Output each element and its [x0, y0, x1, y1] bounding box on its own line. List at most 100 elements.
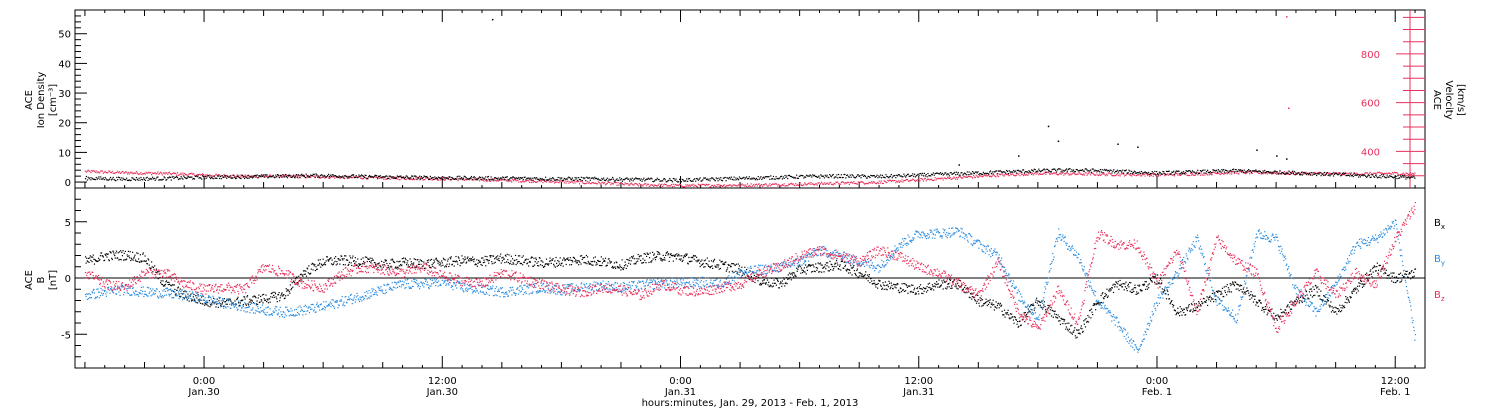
velocity-point — [661, 183, 663, 185]
density-point — [386, 175, 388, 177]
bx-point — [506, 253, 508, 255]
bx-point — [249, 298, 251, 300]
density-point — [568, 176, 570, 178]
velocity-point — [167, 173, 169, 175]
density-point — [646, 178, 649, 180]
velocity-point — [637, 184, 639, 186]
velocity-point — [581, 181, 583, 183]
bx-point — [633, 263, 635, 265]
bx-point — [1008, 314, 1010, 316]
velocity-point — [947, 176, 949, 178]
density-point — [774, 178, 776, 180]
velocity-point — [528, 181, 531, 184]
density-point — [176, 175, 178, 178]
density-point — [452, 177, 454, 179]
bx-point — [827, 262, 829, 264]
velocity-point — [609, 182, 611, 184]
velocity-point — [788, 183, 790, 185]
bx-point — [174, 288, 176, 291]
velocity-point — [849, 182, 851, 184]
density-point — [155, 178, 157, 180]
bx-point — [843, 261, 845, 263]
density-point — [1214, 169, 1216, 172]
bx-point — [940, 284, 942, 286]
bx-point — [395, 267, 398, 269]
velocity-point — [437, 179, 440, 181]
density-point — [998, 170, 1001, 172]
density-point — [1322, 173, 1324, 176]
bx-point — [420, 259, 423, 262]
density-point — [654, 179, 657, 181]
density-point — [96, 178, 98, 180]
bx-point — [195, 295, 197, 297]
velocity-point — [838, 183, 840, 185]
density-point — [1206, 170, 1208, 173]
bx-point — [603, 260, 605, 262]
density-point — [1022, 169, 1025, 171]
bx-point — [578, 260, 580, 262]
bx-point — [1086, 321, 1088, 323]
bx-point — [313, 263, 315, 265]
bx-point — [449, 257, 451, 259]
velocity-point — [1027, 174, 1029, 176]
velocity-point — [914, 180, 917, 182]
velocity-point — [91, 170, 93, 172]
density-point — [239, 177, 241, 179]
density-point — [843, 173, 845, 176]
velocity-point — [494, 178, 496, 180]
density-point — [517, 177, 519, 180]
velocity-point — [626, 183, 628, 185]
density-point — [1388, 176, 1390, 178]
density-point — [1252, 170, 1254, 172]
density-point — [987, 172, 989, 175]
velocity-point — [687, 184, 689, 186]
bx-point — [446, 263, 448, 265]
bx-point — [507, 259, 509, 261]
velocity-point — [410, 178, 412, 180]
density-point — [536, 178, 539, 180]
density-point — [527, 177, 529, 179]
density-point — [1398, 177, 1400, 179]
density-point — [954, 171, 956, 173]
velocity-point — [413, 179, 415, 181]
velocity-point — [1120, 173, 1122, 175]
density-point — [195, 175, 197, 177]
velocity-point — [636, 183, 638, 185]
velocity-point — [169, 173, 171, 175]
density-point — [1011, 171, 1013, 173]
velocity-point — [92, 170, 94, 172]
bx-point — [609, 260, 611, 262]
velocity-point — [1279, 171, 1281, 173]
density-point — [1118, 170, 1120, 172]
velocity-point — [411, 179, 414, 181]
density-point — [292, 176, 294, 178]
bx-point — [341, 255, 343, 257]
velocity-point — [536, 181, 539, 183]
bx-point — [402, 261, 404, 263]
density-point — [1012, 171, 1014, 173]
velocity-point — [148, 171, 150, 173]
bx-point — [331, 259, 333, 261]
bx-point — [301, 279, 303, 281]
bx-point — [1017, 321, 1019, 323]
velocity-point — [727, 185, 729, 187]
density-point — [1296, 173, 1298, 175]
density-point — [205, 177, 207, 180]
density-point — [395, 177, 398, 179]
bx-point — [101, 252, 103, 254]
bx-point — [571, 259, 573, 262]
density-point — [850, 176, 852, 178]
density-point — [1099, 168, 1102, 171]
velocity-point — [1104, 174, 1106, 176]
density-point — [423, 175, 425, 177]
density-point — [1039, 170, 1041, 172]
density-point — [1207, 169, 1209, 171]
density-point — [1350, 175, 1353, 177]
density-point — [1154, 170, 1156, 172]
bx-point — [266, 298, 268, 300]
velocity-point — [724, 186, 726, 188]
velocity-point — [179, 173, 181, 175]
velocity-point — [188, 173, 190, 175]
bx-point — [916, 287, 918, 290]
density-point — [1036, 170, 1038, 172]
